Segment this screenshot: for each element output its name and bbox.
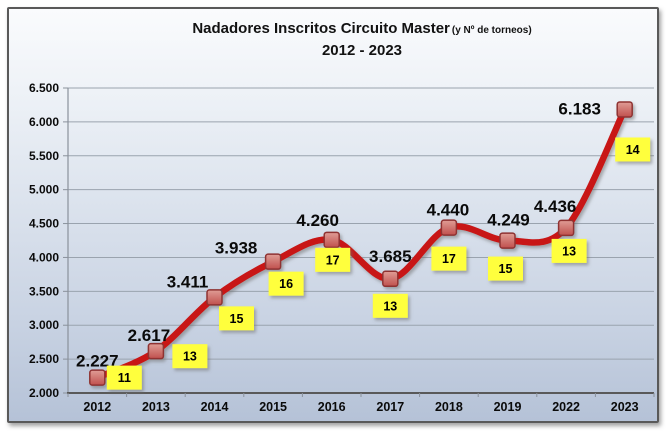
x-axis-label: 2012	[83, 400, 111, 414]
x-axis-label: 2016	[318, 400, 346, 414]
torneos-badge-value: 15	[499, 262, 513, 276]
value-label: 3.685	[369, 247, 412, 266]
torneos-badge	[268, 271, 304, 296]
data-point-marker	[440, 219, 458, 236]
x-axis-label: 2022	[552, 400, 580, 414]
y-axis-label: 4.000	[29, 250, 59, 264]
chart-title: Nadadores Inscritos Circuito Master	[192, 20, 450, 37]
y-axis-label: 3.500	[29, 284, 59, 298]
torneos-badge	[615, 137, 651, 162]
torneos-badge	[372, 293, 408, 318]
y-axis-label: 5.000	[29, 183, 59, 197]
torneos-badge	[315, 247, 351, 272]
torneos-badge	[488, 256, 523, 281]
y-axis-label: 2.500	[29, 352, 59, 366]
data-point-marker	[147, 342, 165, 360]
torneos-badge-value: 17	[326, 253, 340, 267]
data-point-marker	[499, 232, 516, 249]
y-axis-label: 4.500	[29, 217, 59, 231]
x-axis-label: 2023	[611, 400, 639, 414]
x-axis-label: 2017	[376, 400, 404, 414]
value-label: 4.249	[487, 211, 530, 230]
chart-title-note: (y Nº de torneos)	[451, 25, 532, 36]
y-axis-label: 2.000	[29, 386, 59, 400]
value-label: 4.436	[534, 197, 577, 216]
data-series-line-group	[89, 101, 633, 386]
torneos-badge-value: 13	[383, 299, 397, 313]
data-point-marker	[382, 270, 399, 288]
y-axis-label: 6.500	[29, 81, 59, 95]
torneos-badge	[431, 246, 467, 271]
torneos-badge	[172, 344, 208, 369]
data-point-marker	[264, 253, 282, 270]
chart-title-block: Nadadores Inscritos Circuito Master (y Nº…	[68, 19, 656, 61]
torneos-badge	[551, 238, 587, 263]
torneos-badge-value: 13	[183, 350, 197, 364]
torneos-badge-value: 15	[230, 312, 244, 326]
data-point-marker	[206, 289, 223, 306]
torneos-badge	[219, 306, 254, 331]
chart-title-line: Nadadores Inscritos Circuito Master (y Nº…	[68, 19, 656, 41]
torneos-badge	[106, 365, 142, 390]
x-axis-label: 2014	[201, 400, 229, 414]
torneos-badge-value: 11	[118, 371, 131, 385]
chart-frame	[7, 7, 659, 423]
y-axis-label: 5.500	[29, 149, 59, 163]
value-label: 3.411	[167, 272, 209, 291]
x-axis-label: 2013	[142, 400, 170, 414]
value-label: 6.183	[558, 99, 601, 118]
data-series-line	[94, 106, 628, 381]
value-label: 4.260	[296, 211, 339, 230]
data-point-marker	[616, 101, 633, 118]
x-axis-label: 2018	[435, 400, 463, 414]
value-label: 3.938	[215, 239, 258, 258]
data-point-marker	[323, 231, 340, 249]
data-point-marker	[89, 369, 106, 386]
x-axis-label: 2019	[494, 400, 522, 414]
torneos-badge-value: 17	[442, 252, 456, 266]
value-label: 4.440	[427, 201, 470, 220]
torneos-badge-value: 14	[626, 143, 640, 157]
y-axis-label: 3.000	[29, 318, 59, 332]
data-point-marker	[557, 219, 575, 237]
chart-subtitle: 2012 - 2023	[321, 42, 403, 59]
x-axis-label: 2015	[259, 400, 287, 414]
torneos-badge-group: 11 13 15 16 17 13 17 15 13 14	[106, 137, 651, 390]
y-axis-label: 6.000	[29, 115, 59, 129]
torneos-badge-value: 16	[279, 277, 293, 291]
torneos-badge-value: 13	[562, 244, 576, 258]
value-label: 2.617	[128, 326, 171, 345]
